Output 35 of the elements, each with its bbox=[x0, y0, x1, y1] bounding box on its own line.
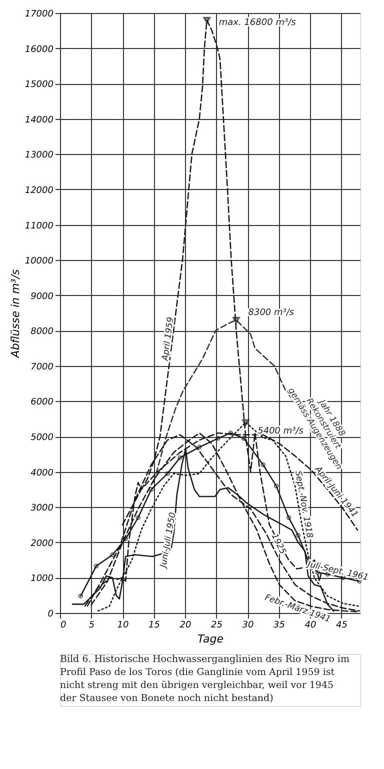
x-tick-label: 20 bbox=[180, 620, 192, 630]
y-tick-label: 8000 bbox=[30, 327, 54, 338]
y-tick-label: 16000 bbox=[24, 44, 54, 55]
text: Bild 6. Historische Hochwasserganglinien des Rio Negro im Profil Paso de los Toros (die Ganglinie vom April 1959 ist nicht streng mit den übrigen vergleichbar, weil vor 1945 der Stausee von Bonete noch nicht bestand) bbox=[60, 654, 350, 704]
x-tick-label: 5 bbox=[88, 620, 95, 630]
y-tick-label: 17000 bbox=[24, 10, 54, 20]
y-tick-label: 2000 bbox=[30, 538, 54, 549]
y-tick-label: 7000 bbox=[30, 362, 54, 372]
y-tick-label: 6000 bbox=[30, 398, 54, 408]
x-tick-label: 30 bbox=[242, 620, 254, 630]
y-tick-label: 3000 bbox=[30, 504, 54, 514]
y-tick-label: 11000 bbox=[24, 221, 54, 232]
x-tick-label: 0 bbox=[60, 620, 66, 630]
text: Juli-Sept. 1961 bbox=[304, 559, 370, 584]
text: Juni-Juli 1950 bbox=[158, 512, 178, 570]
x-tick-label: 25 bbox=[211, 620, 223, 630]
y-tick-label: 0 bbox=[48, 610, 54, 620]
y-tick-label: 10000 bbox=[24, 256, 54, 267]
text: Sept.-Nov. 1918 bbox=[292, 470, 314, 540]
y-tick-label: 9000 bbox=[30, 292, 54, 302]
x-tick-label: 15 bbox=[148, 620, 160, 630]
x-tick-label: 10 bbox=[117, 620, 129, 630]
text: April 1959 bbox=[160, 316, 176, 362]
y-tick-label: 4000 bbox=[30, 468, 54, 478]
x-tick-label: 40 bbox=[304, 620, 316, 630]
y-tick-label: 12000 bbox=[24, 186, 54, 196]
y-tick-label: 14000 bbox=[24, 115, 54, 126]
x-tick-label: 35 bbox=[274, 620, 286, 630]
y-tick-label: 1000 bbox=[30, 574, 54, 584]
x-axis-title: Tage bbox=[197, 632, 224, 646]
y-tick-label: 5000 bbox=[30, 433, 54, 444]
y-tick-label: 15000 bbox=[24, 80, 54, 90]
y-axis-title: Abflüsse in m³/s bbox=[8, 269, 22, 359]
y-tick-label: 13000 bbox=[24, 150, 54, 161]
x-tick-label: 45 bbox=[336, 620, 348, 630]
